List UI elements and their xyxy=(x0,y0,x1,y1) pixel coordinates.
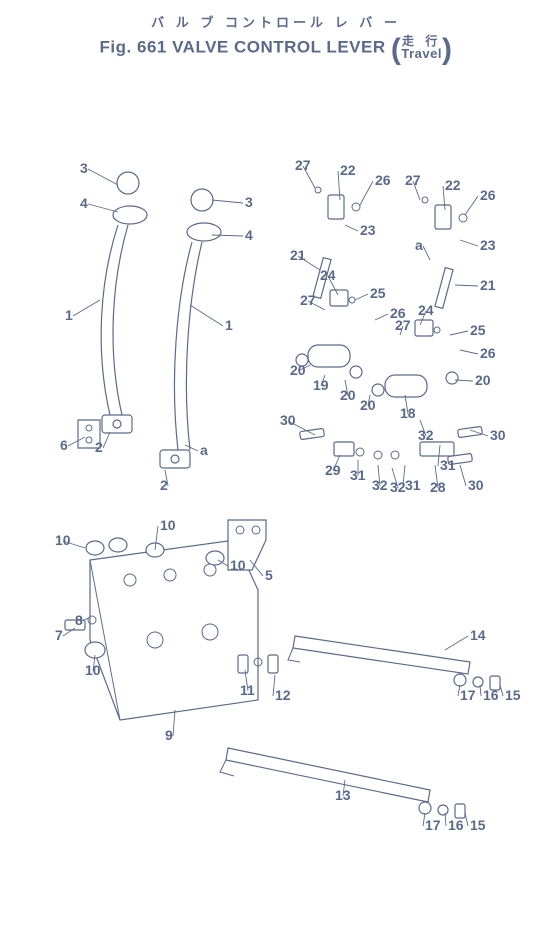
callout-16: 16 xyxy=(483,687,499,703)
callout-25: 25 xyxy=(470,322,486,338)
callout-13: 13 xyxy=(335,787,351,803)
callout-26: 26 xyxy=(375,172,391,188)
rod-13 xyxy=(220,748,465,818)
callout-11: 11 xyxy=(240,682,255,698)
callout-32: 32 xyxy=(372,477,388,493)
callout-24: 24 xyxy=(418,302,434,318)
callout-20: 20 xyxy=(475,372,491,388)
callout-2: 2 xyxy=(95,439,103,455)
callout-22: 22 xyxy=(340,162,356,178)
callout-20: 20 xyxy=(340,387,356,403)
callout-3: 3 xyxy=(80,160,88,176)
callout-a: a xyxy=(200,442,208,458)
callout-27: 27 xyxy=(395,317,411,333)
callout-3: 3 xyxy=(245,194,253,210)
callout-9: 9 xyxy=(165,727,173,743)
callout-30: 30 xyxy=(490,427,506,443)
callout-1: 1 xyxy=(65,307,73,323)
callout-28: 28 xyxy=(430,479,446,495)
callout-27: 27 xyxy=(295,157,311,173)
callout-20: 20 xyxy=(290,362,306,378)
callout-10: 10 xyxy=(230,557,246,573)
callout-15: 15 xyxy=(505,687,521,703)
callout-4: 4 xyxy=(80,195,88,211)
rod-14 xyxy=(288,636,500,690)
callout-14: 14 xyxy=(470,627,486,643)
callout-16: 16 xyxy=(448,817,464,833)
callout-29: 29 xyxy=(325,462,341,478)
callout-32: 32 xyxy=(390,479,406,495)
callout-5: 5 xyxy=(265,567,273,583)
callout-21: 21 xyxy=(480,277,496,293)
callout-6: 6 xyxy=(60,437,68,453)
callout-12: 12 xyxy=(275,687,291,703)
callout-24: 24 xyxy=(320,267,336,283)
callout-30: 30 xyxy=(468,477,484,493)
callout-21: 21 xyxy=(290,247,306,263)
callout-7: 7 xyxy=(55,627,63,643)
callout-26: 26 xyxy=(480,187,496,203)
callout-23: 23 xyxy=(360,222,376,238)
callout-19: 19 xyxy=(313,377,329,393)
callout-8: 8 xyxy=(75,612,83,628)
callout-15: 15 xyxy=(470,817,486,833)
callout-a: a xyxy=(415,237,423,253)
callout-2: 2 xyxy=(160,477,168,493)
callout-17: 17 xyxy=(425,817,441,833)
callout-30: 30 xyxy=(280,412,296,428)
callout-10: 10 xyxy=(55,532,71,548)
callout-23: 23 xyxy=(480,237,496,253)
lever-right xyxy=(160,189,221,468)
exploded-diagram: 343411272226272226232321a212427252627242… xyxy=(0,0,552,933)
lever-left xyxy=(101,172,147,433)
callout-10: 10 xyxy=(160,517,176,533)
callout-27: 27 xyxy=(300,292,316,308)
callouts: 343411272226272226232321a212427252627242… xyxy=(55,157,521,833)
callout-26: 26 xyxy=(480,345,496,361)
callout-17: 17 xyxy=(460,687,476,703)
callout-20: 20 xyxy=(360,397,376,413)
callout-27: 27 xyxy=(405,172,421,188)
callout-31: 31 xyxy=(350,467,366,483)
callout-31: 31 xyxy=(405,477,421,493)
callout-25: 25 xyxy=(370,285,386,301)
callout-22: 22 xyxy=(445,177,461,193)
callout-31: 31 xyxy=(440,457,456,473)
callout-10: 10 xyxy=(85,662,101,678)
callout-4: 4 xyxy=(245,227,253,243)
callout-1: 1 xyxy=(225,317,233,333)
page: バ ル ブ コントロール レ バ ー Fig. 661 VALVE CONTRO… xyxy=(0,0,552,933)
callout-18: 18 xyxy=(400,405,416,421)
callout-32: 32 xyxy=(418,427,434,443)
